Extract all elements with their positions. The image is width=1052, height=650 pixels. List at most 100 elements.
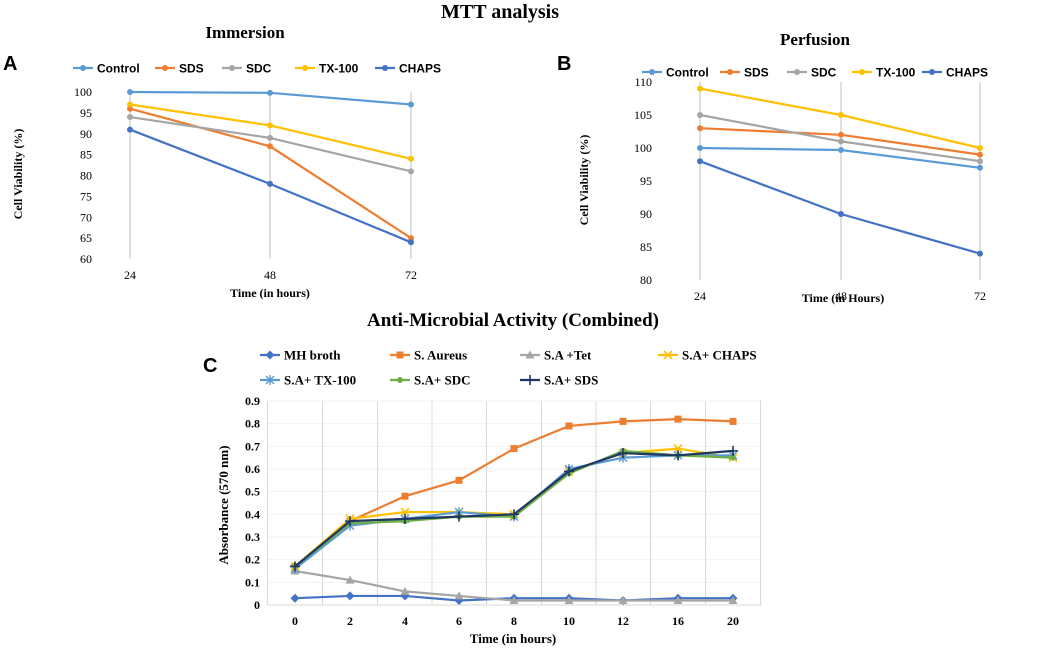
y-tick-label: 0.9 — [245, 394, 260, 408]
legend-symbol — [260, 375, 280, 385]
data-point — [454, 511, 464, 522]
legend-label: S.A+ SDS — [544, 373, 598, 388]
data-point — [838, 138, 844, 145]
series-line — [294, 418, 734, 568]
legend-symbol — [390, 351, 410, 359]
data-point — [838, 146, 844, 153]
x-tick-label: 24 — [124, 268, 136, 282]
data-point — [408, 239, 414, 246]
x-tick-label: 48 — [264, 268, 276, 282]
x-axis-label: Time (in Hours) — [802, 291, 884, 305]
series-sdc — [697, 112, 983, 165]
x-axis-label: Time (in hours) — [470, 631, 556, 646]
data-point — [127, 126, 133, 133]
y-tick-label: 0.1 — [245, 575, 260, 589]
data-point — [564, 595, 574, 604]
legend-label: TX-100 — [876, 66, 916, 80]
x-tick-label: 48 — [835, 289, 847, 303]
data-point — [127, 114, 133, 121]
legend-label: MH broth — [284, 348, 341, 363]
chart-title: Anti-Microbial Activity (Combined) — [367, 310, 659, 331]
legend-symbol — [260, 350, 280, 360]
legend-label: SDS — [744, 66, 769, 80]
panel-letter: C — [203, 355, 217, 377]
legend-label: Control — [666, 66, 709, 80]
legend-symbol-marker — [162, 65, 168, 71]
legend-symbol-marker — [382, 65, 388, 71]
data-point — [455, 476, 463, 484]
legend: Control SDS SDC TX-100 CHAPS — [642, 66, 988, 80]
y-tick-label: 100 — [74, 85, 92, 99]
legend-symbol — [922, 69, 942, 75]
data-point — [401, 492, 409, 500]
chart-title: Immersion — [205, 23, 285, 42]
legend-symbol — [520, 350, 540, 359]
legend-symbol-marker — [649, 69, 655, 75]
data-point — [127, 105, 133, 112]
data-point — [838, 112, 844, 118]
data-point — [565, 422, 573, 430]
series-s-a-sdc — [292, 447, 736, 570]
data-point — [977, 250, 983, 257]
legend-symbol — [73, 65, 93, 71]
legend-symbol-marker — [229, 65, 235, 71]
legend-symbol — [658, 350, 678, 360]
data-point — [408, 235, 414, 242]
y-tick-label: 95 — [640, 174, 652, 188]
page-title: MTT analysis — [441, 1, 559, 23]
data-point — [345, 516, 355, 527]
series-s-aureus — [291, 415, 737, 570]
data-point — [400, 507, 410, 517]
y-tick-label: 0.5 — [245, 485, 260, 499]
x-tick-label: 72 — [405, 268, 417, 282]
data-point — [127, 89, 133, 95]
data-point — [977, 151, 983, 158]
data-point — [345, 591, 355, 601]
data-point — [697, 85, 703, 92]
series-tx-100 — [127, 101, 414, 162]
legend-symbol-marker — [525, 375, 535, 385]
data-point — [509, 509, 519, 520]
data-point — [673, 444, 683, 454]
chart-b-perfusion: Perfusion B 80 85 90 95 100 105 110 24 48 72 Time (i… — [557, 30, 988, 305]
data-point — [618, 448, 628, 459]
legend-symbol — [852, 69, 872, 75]
legend-symbol — [787, 69, 807, 75]
series-chaps — [127, 126, 414, 246]
y-tick-label: 0 — [254, 598, 260, 612]
y-tick-label: 0.4 — [245, 507, 260, 521]
y-axis-label: Cell Viability (%) — [577, 135, 591, 226]
data-point — [267, 134, 273, 141]
x-tick-label: 20 — [727, 614, 739, 628]
legend-symbol — [642, 69, 662, 75]
data-point — [267, 180, 273, 187]
y-tick-label: 80 — [80, 169, 92, 183]
legend-symbol-marker — [794, 69, 800, 75]
x-tick-label: 12 — [617, 614, 629, 628]
data-point — [400, 586, 410, 595]
data-point — [267, 89, 273, 96]
data-point — [977, 158, 983, 165]
data-point — [290, 593, 300, 603]
legend-symbol — [375, 65, 395, 71]
legend-symbol — [295, 65, 315, 71]
y-tick-label: 75 — [80, 189, 92, 203]
x-tick-label: 4 — [402, 614, 408, 628]
panel-letter: A — [3, 53, 17, 75]
legend-symbol — [390, 377, 410, 383]
legend-label: S.A+ CHAPS — [682, 348, 757, 363]
legend-label: SDC — [811, 66, 837, 80]
legend-label: S.A+ TX-100 — [284, 373, 356, 388]
x-tick-label: 8 — [511, 614, 517, 628]
y-tick-label: 60 — [80, 252, 92, 266]
legend-symbol — [720, 69, 740, 75]
series-line — [294, 449, 734, 568]
y-tick-label: 0.2 — [245, 553, 260, 567]
x-tick-label: 16 — [672, 614, 684, 628]
data-point — [728, 445, 738, 456]
chart-title: Perfusion — [780, 30, 850, 49]
legend-label: S. Aureus — [414, 348, 467, 363]
data-point — [267, 122, 273, 129]
y-tick-label: 65 — [80, 231, 92, 245]
x-tick-label: 10 — [563, 614, 575, 628]
